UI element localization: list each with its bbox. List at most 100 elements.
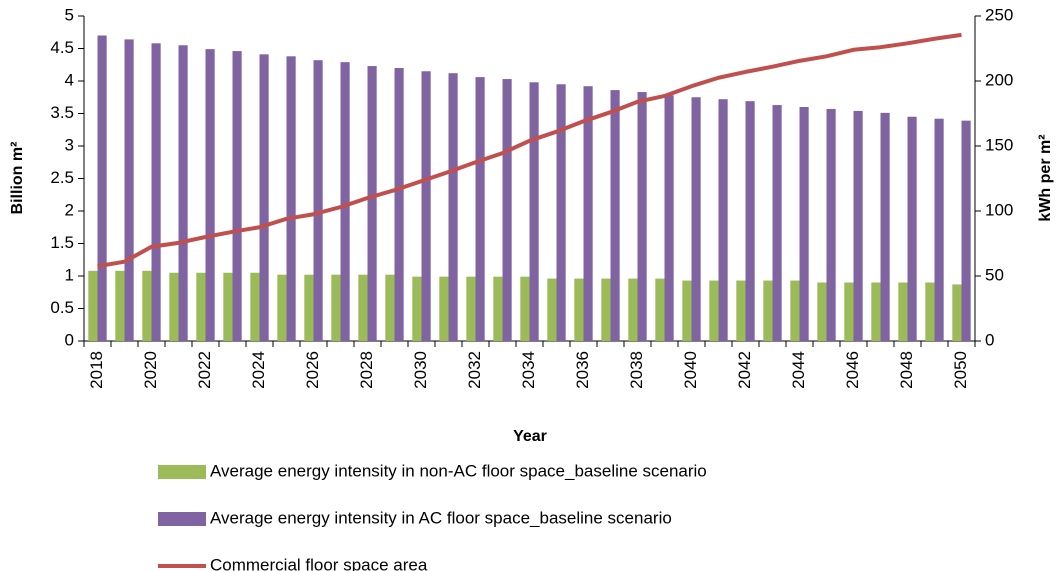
bar: [196, 272, 206, 341]
bar: [934, 118, 944, 341]
bar: [151, 43, 161, 342]
bar: [502, 79, 512, 342]
bar: [952, 284, 962, 341]
bar: [745, 101, 755, 342]
bar: [205, 49, 215, 342]
bar: [178, 45, 188, 341]
bar: [871, 282, 881, 341]
bar: [709, 280, 719, 341]
bar: [655, 278, 665, 341]
bar: [772, 105, 782, 341]
y-tick-label: 1.5: [50, 233, 74, 252]
bar: [358, 274, 368, 341]
y-tick-label: 0: [65, 330, 74, 349]
bar: [448, 73, 458, 341]
x-tick-label: 2040: [681, 351, 700, 389]
bar: [331, 274, 341, 341]
bar: [88, 270, 98, 341]
bar: [124, 39, 134, 342]
x-tick-label: 2038: [627, 351, 646, 389]
y-tick-label: 0.5: [50, 298, 74, 317]
x-tick-label: 2028: [357, 351, 376, 389]
x-tick-label: 2022: [195, 351, 214, 389]
bar: [637, 92, 647, 341]
bar: [493, 276, 503, 341]
x-tick-label: 2034: [519, 351, 538, 389]
bar: [826, 108, 836, 341]
bar: [691, 97, 701, 341]
y2-tick-label: 250: [985, 5, 1013, 24]
bar: [313, 60, 323, 341]
bar: [610, 90, 620, 341]
x-tick-label: 2032: [465, 351, 484, 389]
bar: [97, 35, 107, 341]
y-tick-label: 2: [65, 200, 74, 219]
bar: [556, 84, 566, 341]
bar: [250, 272, 260, 341]
legend-swatch: [158, 465, 206, 479]
bar: [664, 95, 674, 341]
bar: [628, 278, 638, 341]
y-tick-label: 5: [65, 5, 74, 24]
bar: [961, 120, 971, 342]
bar: [520, 276, 530, 341]
y-tick-label: 4.5: [50, 38, 74, 57]
bar: [547, 278, 557, 341]
bar: [232, 51, 242, 341]
bar: [367, 66, 377, 342]
bar: [115, 270, 125, 341]
y2-tick-label: 100: [985, 200, 1013, 219]
bar: [853, 110, 863, 342]
bar: [466, 276, 476, 341]
bar: [907, 116, 917, 341]
bar: [142, 270, 152, 341]
x-tick-label: 2020: [141, 351, 160, 389]
y-tick-label: 3: [65, 135, 74, 154]
bar: [736, 280, 746, 341]
bar: [799, 107, 809, 341]
bar: [439, 276, 449, 341]
bar: [844, 282, 854, 341]
y-tick-label: 3.5: [50, 103, 74, 122]
bar: [817, 282, 827, 341]
legend-label: Commercial floor space area: [210, 555, 428, 571]
bar: [169, 272, 179, 341]
y-tick-label: 2.5: [50, 168, 74, 187]
bar: [601, 278, 611, 341]
bar: [340, 62, 350, 342]
bar: [898, 282, 908, 341]
x-tick-label: 2046: [843, 351, 862, 389]
x-tick-label: 2042: [735, 351, 754, 389]
legend-label: Average energy intensity in non-AC floor…: [210, 461, 707, 480]
bar: [583, 86, 593, 341]
bar: [223, 272, 233, 341]
bar: [385, 274, 395, 341]
bar: [286, 56, 296, 342]
bar: [475, 77, 485, 341]
x-tick-label: 2024: [249, 351, 268, 389]
bar: [574, 278, 584, 341]
bar: [394, 68, 404, 341]
x-tick-label: 2018: [87, 351, 106, 389]
x-tick-label: 2030: [411, 351, 430, 389]
bar: [304, 274, 314, 341]
y2-tick-label: 0: [985, 330, 994, 349]
legend-label: Average energy intensity in AC floor spa…: [210, 508, 672, 527]
bar: [412, 276, 422, 341]
x-axis-title: Year: [513, 428, 547, 445]
bar: [790, 280, 800, 341]
y2-axis-title: kWh per m²: [1037, 134, 1054, 221]
y-axis-title: Billion m²: [9, 142, 26, 215]
x-tick-label: 2036: [573, 351, 592, 389]
y2-tick-label: 50: [985, 265, 1004, 284]
line: [97, 32, 962, 269]
x-tick-label: 2026: [303, 351, 322, 389]
x-tick-label: 2050: [951, 351, 970, 389]
x-tick-label: 2044: [789, 351, 808, 389]
y2-tick-label: 150: [985, 135, 1013, 154]
y-tick-label: 4: [65, 70, 74, 89]
legend-swatch: [158, 512, 206, 526]
bar: [925, 282, 935, 341]
